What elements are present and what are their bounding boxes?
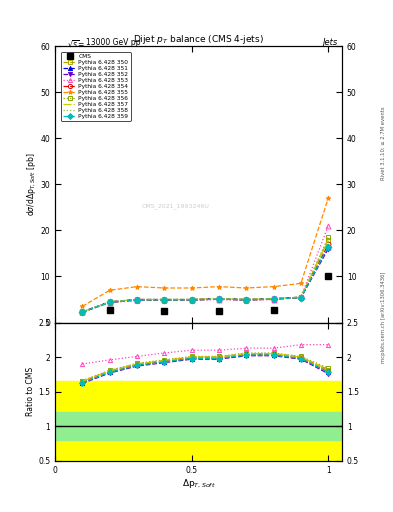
Legend: CMS, Pythia 6.428 350, Pythia 6.428 351, Pythia 6.428 352, Pythia 6.428 353, Pyt: CMS, Pythia 6.428 350, Pythia 6.428 351,… [61, 52, 130, 121]
Y-axis label: Ratio to CMS: Ratio to CMS [26, 367, 35, 416]
Y-axis label: d$\sigma$/d$\Delta{\rm p}_{T,Soft}$ [pb]: d$\sigma$/d$\Delta{\rm p}_{T,Soft}$ [pb] [25, 153, 38, 216]
Text: CMS_2021_1993246U: CMS_2021_1993246U [141, 204, 209, 209]
Title: Dijet $p_T$ balance (CMS 4-jets): Dijet $p_T$ balance (CMS 4-jets) [133, 33, 264, 46]
Bar [55, 413, 342, 440]
Bar [55, 381, 342, 471]
Text: Rivet 3.1.10; ≥ 2.7M events: Rivet 3.1.10; ≥ 2.7M events [381, 106, 386, 180]
Text: Jets: Jets [323, 38, 338, 48]
Text: mcplots.cern.ch [arXiv:1306.3436]: mcplots.cern.ch [arXiv:1306.3436] [381, 272, 386, 363]
Text: $\sqrt{s}$=: $\sqrt{s}$= [67, 38, 85, 49]
Text: 13000 GeV pp: 13000 GeV pp [86, 38, 141, 48]
X-axis label: $\Delta{\rm p}_{T,Soft}$: $\Delta{\rm p}_{T,Soft}$ [182, 477, 215, 490]
